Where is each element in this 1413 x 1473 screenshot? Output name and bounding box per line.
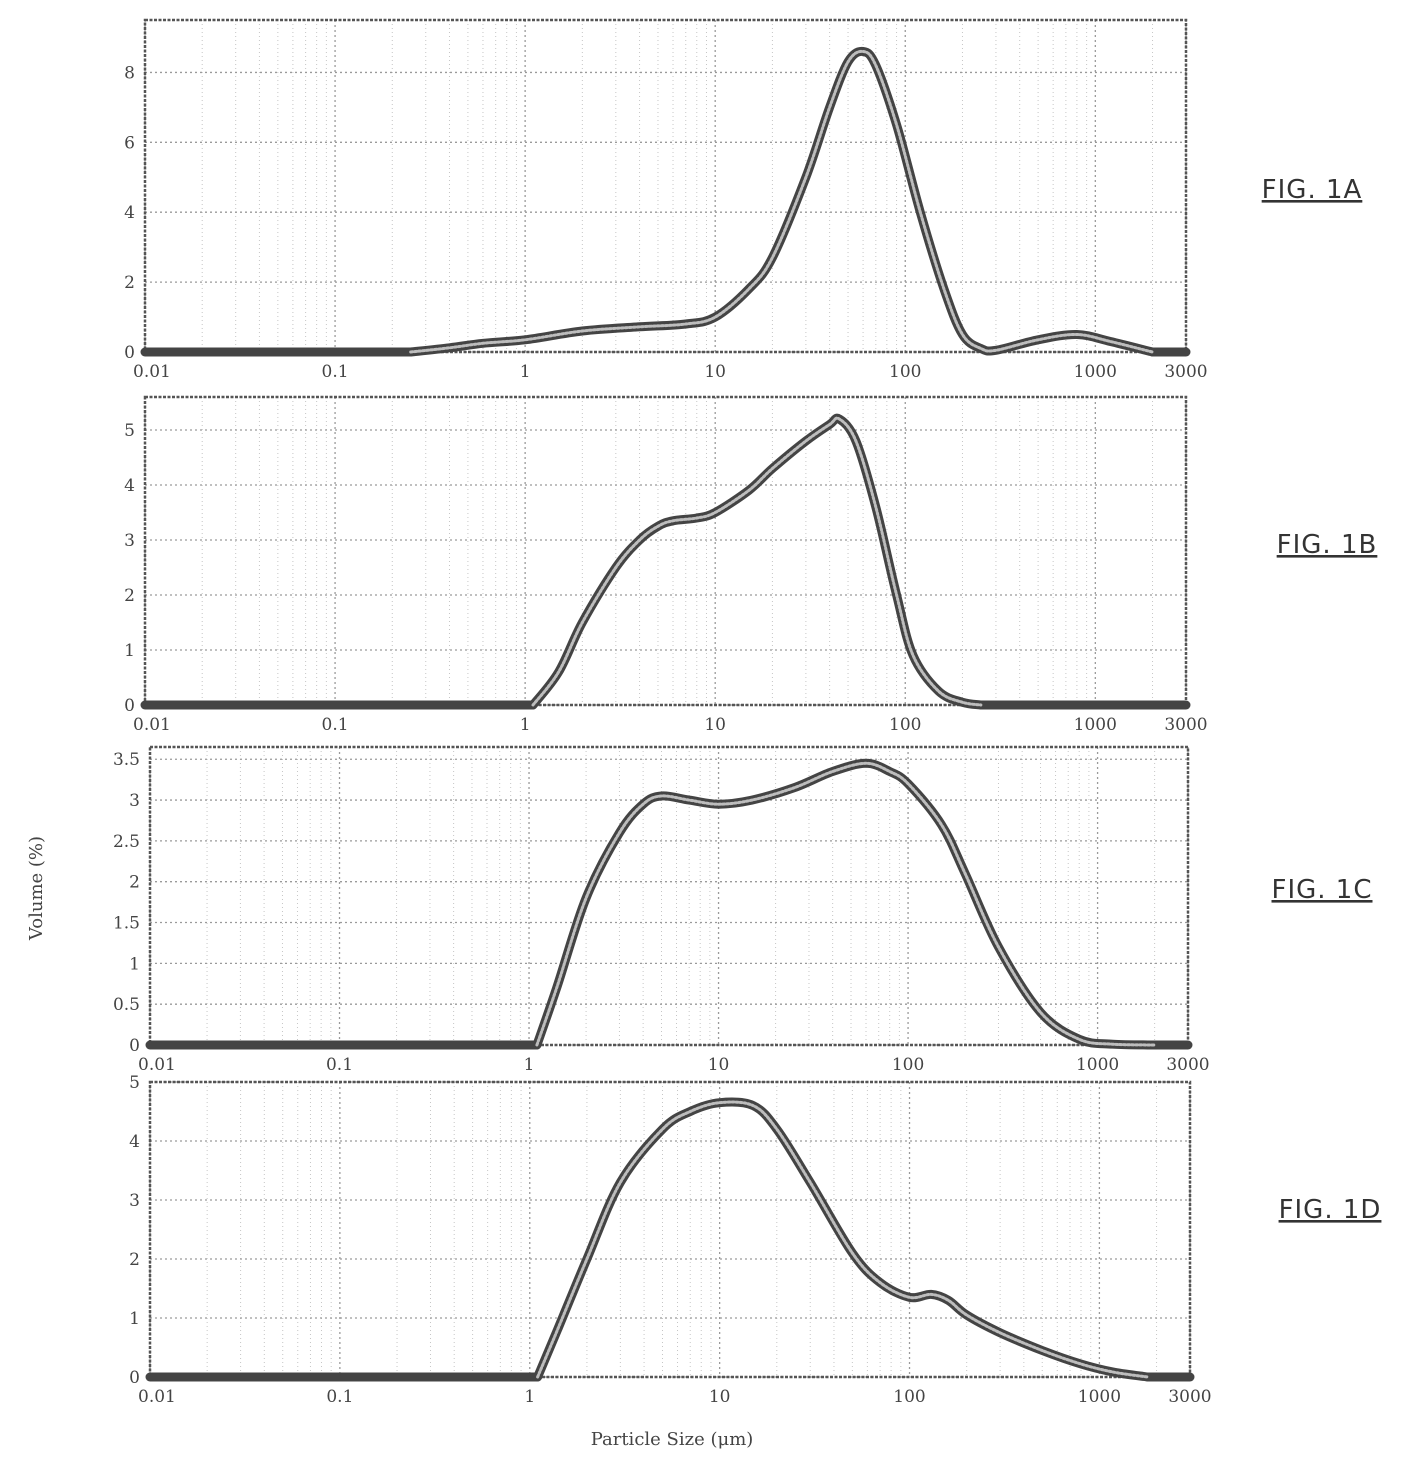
y-tick-label: 3.5 [113, 750, 140, 770]
y-tick-label: 2.5 [113, 832, 140, 852]
y-tick-label: 3 [124, 531, 135, 551]
grid [149, 747, 1189, 1046]
chart-panel-2: 0 1 2 3 4 5 0.01 0.1 1 10 100 1000 3000 FIG. 1B [124, 395, 1378, 735]
y-tick-label: 0 [129, 1036, 140, 1056]
y-tick-label: 0.5 [113, 995, 140, 1015]
x-tick-label: 10 [708, 1055, 730, 1075]
x-tick-label: 3000 [1164, 715, 1207, 735]
x-axis-label: Particle Size (μm) [591, 1429, 754, 1450]
y-tick-label: 1 [129, 954, 140, 974]
x-tick-label: 1 [524, 1055, 535, 1075]
y-tick-label: 2 [124, 273, 135, 293]
y-tick-label: 1 [124, 641, 135, 661]
x-tick-label: 0.01 [133, 715, 171, 735]
x-tick-label: 0.01 [138, 1055, 176, 1075]
x-tick-label: 1 [524, 1387, 535, 1407]
x-tick-label: 1 [520, 362, 531, 382]
x-tick-label: 1000 [1074, 362, 1117, 382]
y-tick-label: 0 [129, 1368, 140, 1388]
x-tick-label: 10 [704, 362, 726, 382]
x-tick-label: 100 [889, 715, 921, 735]
chart-panel-4: 0 1 2 3 4 5 0.01 0.1 1 10 100 1000 3000 FIG. 1D [129, 1073, 1382, 1407]
y-tick-label: 2 [129, 873, 140, 893]
plot-frame [148, 745, 1190, 1047]
x-tick-label: 10 [704, 715, 726, 735]
distribution-curve-highlight [535, 761, 1157, 1047]
x-tick-label: 100 [893, 1387, 925, 1407]
distribution-curve-highlight [536, 1100, 1150, 1379]
grid [144, 20, 1187, 353]
x-tick-label: 0.1 [322, 362, 349, 382]
x-tick-label: 1000 [1074, 715, 1117, 735]
figure-label: FIG. 1D [1279, 1195, 1382, 1225]
figure-label: FIG. 1B [1277, 530, 1378, 560]
distribution-curve-highlight [531, 416, 983, 707]
y-tick-label: 3 [129, 1191, 140, 1211]
figure-label: FIG. 1A [1262, 175, 1363, 205]
distribution-curve-highlight [409, 49, 1154, 354]
y-tick-label: 2 [129, 1250, 140, 1270]
y-tick-label: 1.5 [113, 914, 140, 934]
y-tick-label: 8 [124, 63, 135, 83]
distribution-curve [528, 413, 986, 710]
y-axis-label: Volume (%) [26, 836, 47, 941]
y-tick-label: 5 [124, 421, 135, 441]
x-tick-label: 10 [709, 1387, 731, 1407]
x-tick-label: 0.1 [326, 1387, 353, 1407]
x-tick-label: 3000 [1168, 1387, 1211, 1407]
y-tick-label: 3 [129, 791, 140, 811]
x-tick-label: 0.1 [326, 1055, 353, 1075]
plot-frame [143, 18, 1188, 354]
distribution-curve [406, 46, 1157, 357]
y-tick-label: 4 [129, 1132, 140, 1152]
x-tick-label: 100 [892, 1055, 924, 1075]
plot-frame [148, 1080, 1192, 1379]
grid [144, 397, 1187, 706]
y-tick-label: 4 [124, 476, 135, 496]
y-tick-label: 0 [124, 696, 135, 716]
chart-panel-3: 0 0.5 1 1.5 2 2.5 3 3.5 0.01 0.1 1 10 100 1000 3000 FIG… [113, 745, 1373, 1075]
x-tick-label: 3000 [1164, 362, 1207, 382]
distribution-curve [532, 758, 1160, 1050]
y-tick-label: 4 [124, 203, 135, 223]
plot-frame [143, 395, 1188, 707]
x-tick-label: 1 [520, 715, 531, 735]
y-tick-label: 5 [129, 1073, 140, 1093]
x-tick-label: 3000 [1166, 1055, 1209, 1075]
y-tick-label: 0 [124, 343, 135, 363]
x-tick-label: 1000 [1078, 1387, 1121, 1407]
x-tick-label: 0.1 [322, 715, 349, 735]
x-tick-label: 0.01 [138, 1387, 176, 1407]
y-tick-label: 1 [129, 1309, 140, 1329]
y-tick-label: 2 [124, 586, 135, 606]
y-tick-label: 6 [124, 133, 135, 153]
x-tick-label: 100 [889, 362, 921, 382]
chart-panel-1: 0 2 4 6 8 0.01 0.1 1 10 100 1000 3000 FIG. 1A [124, 18, 1363, 382]
x-tick-label: 0.01 [133, 362, 171, 382]
figure-label: FIG. 1C [1272, 875, 1373, 905]
x-tick-label: 1000 [1076, 1055, 1119, 1075]
